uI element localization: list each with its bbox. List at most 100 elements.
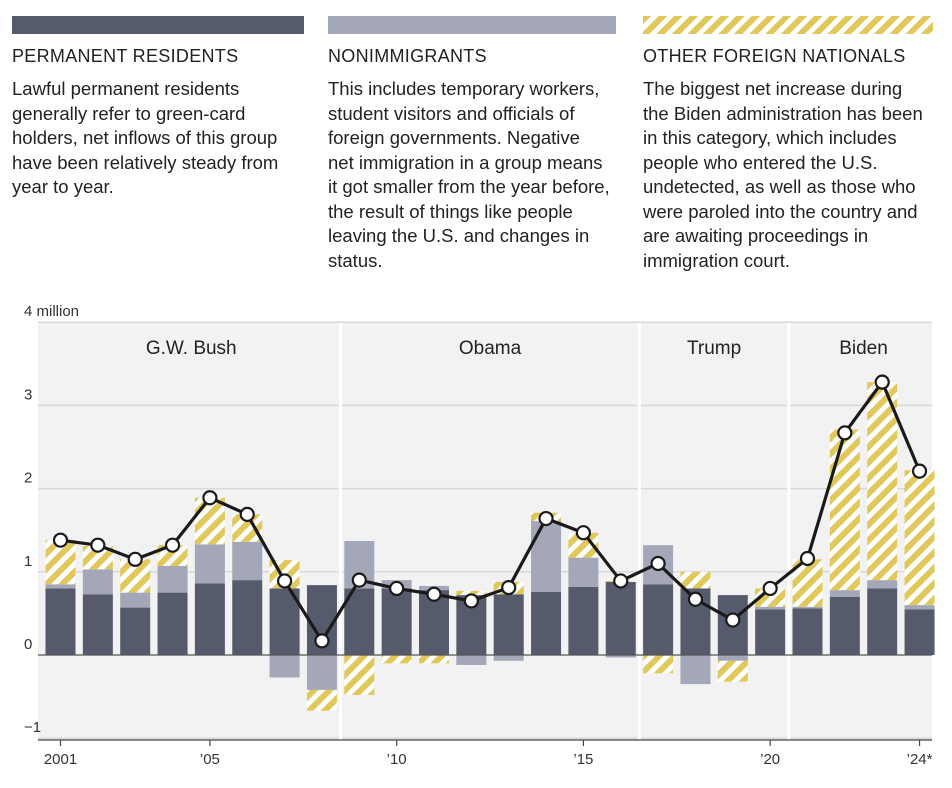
nonimmigrants-description: This includes temporary workers, student… [328, 78, 610, 271]
bar-other-foreign-nationals [344, 655, 375, 695]
bar-nonimmigrants [605, 655, 636, 658]
bar-permanent-residents [381, 588, 412, 655]
total-point [874, 374, 890, 390]
total-point [277, 573, 293, 589]
bar-other-foreign-nationals [157, 545, 188, 566]
axes: −1 0 1 2 3 4 million 2001 ’05 ’10 ’15 ’20 ’24* [24, 303, 933, 768]
bar-permanent-residents [605, 581, 636, 655]
bar-permanent-residents [344, 588, 375, 655]
bar-other-foreign-nationals [717, 660, 748, 682]
bar-other-foreign-nationals [904, 470, 935, 606]
plot-background [38, 323, 932, 740]
bar-nonimmigrants [306, 655, 337, 690]
bar-other-foreign-nationals [419, 655, 449, 664]
other-foreign-nationals-swatch [643, 16, 933, 34]
bar-other-foreign-nationals [829, 429, 860, 591]
total-point [613, 573, 629, 589]
total-point [501, 580, 517, 596]
bar-nonimmigrants [82, 569, 113, 595]
total-point [725, 612, 741, 628]
total-point [314, 633, 330, 649]
bar-permanent-residents [232, 580, 263, 655]
era-label: Obama [459, 338, 522, 359]
bar-nonimmigrants [269, 655, 300, 678]
total-point [52, 532, 69, 548]
x-tick-label: ’24* [907, 751, 933, 768]
total-point [837, 425, 853, 441]
legend-permanent-residents: PERMANENT RESIDENTS Lawful permanent res… [12, 16, 304, 200]
bar-nonimmigrants [157, 565, 188, 593]
x-tick-label: ’05 [200, 751, 220, 768]
y-tick-label: 1 [24, 553, 32, 570]
bar-permanent-residents [45, 588, 76, 655]
y-tick-label: 0 [24, 636, 32, 653]
total-line [60, 380, 922, 643]
bar-other-foreign-nationals [381, 655, 412, 664]
total-point [202, 490, 218, 506]
x-tick-label: ’10 [387, 751, 407, 768]
era-label: Biden [839, 338, 888, 359]
bar-nonimmigrants [755, 606, 786, 610]
total-point [538, 510, 554, 527]
total-point [687, 591, 704, 607]
bar-nonimmigrants [867, 580, 898, 589]
other-foreign-nationals-title: OTHER FOREIGN NATIONALS [643, 46, 906, 66]
bar-permanent-residents [82, 594, 113, 655]
bar-other-foreign-nationals [456, 590, 487, 596]
total-point [762, 580, 778, 597]
net-immigration-chart: G.W. Bush Obama Trump Biden −1 0 1 2 3 4 million… [24, 303, 935, 768]
nonimmigrants-title: NONIMMIGRANTS [328, 46, 487, 66]
era-label: Trump [687, 338, 741, 359]
legend-other-foreign-nationals: OTHER FOREIGN NATIONALS The biggest net … [643, 16, 933, 273]
bar-permanent-residents [493, 594, 524, 655]
y-tick-label: −1 [24, 719, 41, 736]
bar-other-foreign-nationals [82, 546, 113, 570]
permanent-residents-description: Lawful permanent residents generally ref… [12, 78, 279, 197]
permanent-residents-title: PERMANENT RESIDENTS [12, 46, 239, 66]
era-label: G.W. Bush [146, 338, 237, 359]
era-dividers: G.W. Bush Obama Trump Biden [146, 323, 888, 740]
total-point [799, 550, 816, 567]
total-point [164, 537, 181, 553]
bar-permanent-residents [792, 608, 823, 655]
bar-nonimmigrants [232, 541, 263, 581]
gridlines [38, 321, 932, 739]
bar-other-foreign-nationals [643, 655, 674, 674]
total-point [127, 551, 143, 567]
bar-permanent-residents [904, 609, 935, 655]
bar-nonimmigrants [531, 521, 562, 592]
other-foreign-nationals-description: The biggest net increase during the Bide… [643, 78, 923, 271]
bar-nonimmigrants [45, 584, 76, 589]
nonimmigrants-swatch [328, 16, 616, 34]
y-tick-label: 4 million [24, 303, 79, 320]
bar-permanent-residents [194, 583, 225, 655]
total-point [575, 525, 592, 541]
bar-permanent-residents [643, 584, 674, 655]
bar-nonimmigrants [456, 655, 487, 665]
bar-other-foreign-nationals [194, 497, 225, 545]
total-point [239, 506, 255, 522]
bar-nonimmigrants [717, 655, 748, 661]
total-point [90, 537, 106, 553]
bar-nonimmigrants [194, 544, 225, 584]
bar-other-foreign-nationals [867, 382, 898, 581]
bar-nonimmigrants [493, 655, 524, 661]
bar-permanent-residents [120, 607, 151, 655]
total-line-layer [52, 374, 928, 649]
total-point [426, 586, 442, 602]
x-tick-label: ’20 [760, 751, 780, 768]
y-tick-label: 2 [24, 470, 32, 487]
bar-other-foreign-nationals [306, 689, 337, 711]
x-tick-label: 2001 [44, 751, 77, 768]
bar-permanent-residents [157, 592, 188, 655]
total-point [911, 463, 928, 479]
bar-permanent-residents [568, 586, 599, 655]
bar-nonimmigrants [680, 655, 711, 685]
bar-permanent-residents [755, 609, 786, 655]
bars [45, 382, 935, 711]
permanent-residents-swatch [12, 16, 304, 34]
x-tick-label: ’15 [573, 751, 593, 768]
total-point [463, 593, 479, 609]
total-point [650, 555, 666, 572]
bar-permanent-residents [867, 588, 898, 655]
